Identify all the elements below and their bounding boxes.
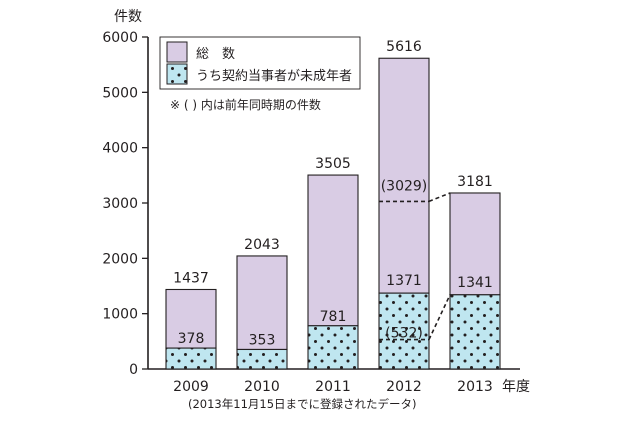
y-tick-label: 0 [129, 362, 138, 378]
bar-total [449, 192, 501, 296]
y-tick-label: 4000 [102, 141, 138, 157]
y-axis-title: 件数 [114, 9, 142, 25]
y-tick-label: 6000 [102, 30, 138, 46]
x-tick-label: 2013 [457, 379, 493, 395]
data-label-minor: 1371 [386, 273, 422, 289]
footnote: (2013年11月15日までに登録されたデータ) [188, 397, 417, 411]
bar-minor [449, 294, 501, 370]
bar-minor [165, 347, 217, 370]
y-tick-label: 1000 [102, 307, 138, 323]
bar-total [378, 57, 430, 294]
prior-year-note: ※ ( ) 内は前年同時期の件数 [170, 97, 321, 112]
y-tick-label: 3000 [102, 196, 138, 212]
data-label-minor: 1341 [457, 275, 493, 291]
legend-label-total: 総 数 [196, 47, 235, 62]
x-tick-label: 2009 [173, 379, 209, 395]
data-label-minor: 781 [320, 309, 347, 325]
x-tick-label: 2010 [244, 379, 280, 395]
bar-total [307, 174, 359, 327]
prior-minor-label: (532) [385, 326, 423, 342]
legend-swatch-minor [166, 63, 188, 85]
prior-total-connector [428, 192, 451, 203]
y-tick-label: 5000 [102, 85, 138, 101]
legend-box [159, 36, 361, 90]
x-tick-label: 2011 [315, 379, 351, 395]
bar-minor [236, 348, 288, 370]
axes: 0 1000 2000 3000 4000 5000 6000 件数 2009 2010 2011 2… [102, 9, 530, 395]
prior-minor-connector [428, 294, 451, 340]
bar-minor [378, 292, 430, 370]
data-label-total: 3505 [315, 156, 351, 172]
y-tick-label: 2000 [102, 251, 138, 267]
legend-label-minor: うち契約当事者が未成年者 [196, 69, 352, 84]
data-labels: 1437 378 2043 353 3505 781 5616 1371 3181 1341 (30… [173, 39, 493, 348]
prior-total-label: (3029) [381, 178, 428, 194]
x-axis-title: 年度 [502, 379, 530, 395]
data-label-total: 5616 [386, 39, 422, 55]
x-tick-label: 2012 [386, 379, 422, 395]
data-label-minor: 353 [249, 332, 276, 348]
data-label-minor: 378 [178, 331, 205, 347]
data-label-total: 3181 [457, 174, 493, 190]
data-label-total: 2043 [244, 237, 280, 253]
data-label-total: 1437 [173, 270, 209, 286]
bar-total [165, 288, 217, 349]
bars [165, 57, 501, 370]
bar-minor [307, 325, 359, 370]
bar-total [236, 255, 288, 351]
legend-swatch-total [166, 41, 188, 63]
